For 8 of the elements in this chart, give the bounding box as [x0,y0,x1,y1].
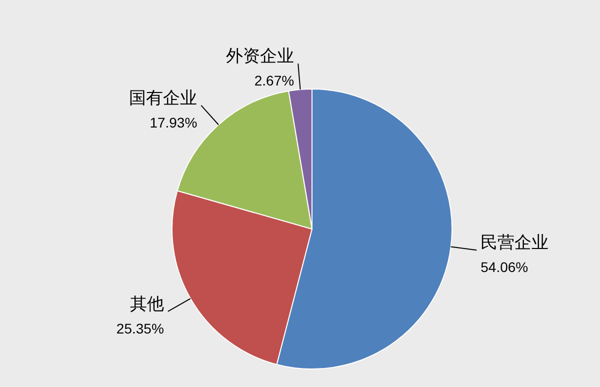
slice-label: 外资企业 [226,46,294,66]
slice-label: 民营企业 [480,233,549,252]
data-label: 17.93% [150,114,198,130]
data-label: 2.67% [254,72,294,89]
slice-label: 其他 [130,294,164,314]
data-label: 54.06% [480,259,528,276]
slice-label: 国有企业 [129,88,198,108]
data-label: 25.35% [116,320,164,336]
